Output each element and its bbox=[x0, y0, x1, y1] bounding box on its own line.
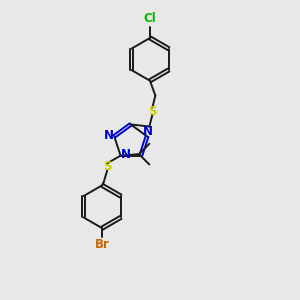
Text: Cl: Cl bbox=[144, 13, 156, 26]
Text: Br: Br bbox=[95, 238, 110, 251]
Text: S: S bbox=[148, 105, 157, 118]
Text: S: S bbox=[103, 160, 111, 173]
Text: N: N bbox=[143, 125, 153, 138]
Text: N: N bbox=[121, 148, 130, 161]
Text: N: N bbox=[104, 129, 114, 142]
